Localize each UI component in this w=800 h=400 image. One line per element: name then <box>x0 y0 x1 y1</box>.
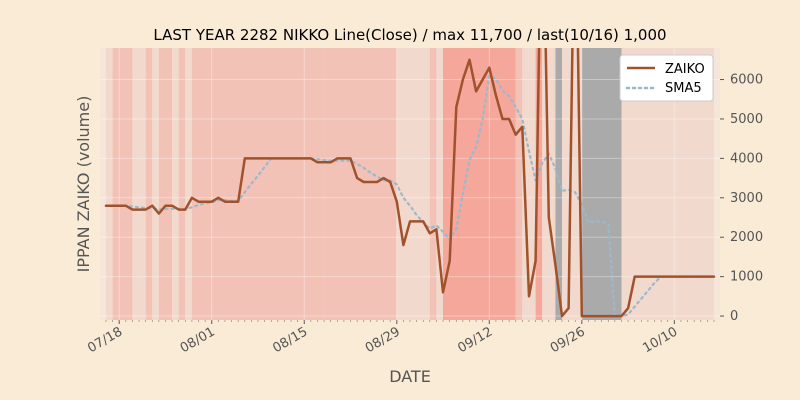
band-07-24 <box>158 48 173 320</box>
band-09-19 <box>535 48 543 320</box>
band-07-17 <box>112 48 133 320</box>
y-tick-label: 3000 <box>730 191 763 206</box>
chart-title: LAST YEAR 2282 NIKKO Line(Close) / max 1… <box>153 26 666 44</box>
y-axis-label: IPPAN ZAIKO (volume) <box>74 96 93 273</box>
band-09-04 <box>436 48 443 320</box>
zaiko-line <box>104 48 716 318</box>
y-tick-label: 5000 <box>730 112 763 127</box>
band-09-05 <box>443 48 516 320</box>
band-07-20 <box>132 48 146 320</box>
legend-label-sma5: SMA5 <box>665 81 702 96</box>
band-07-29 <box>191 48 325 320</box>
band-08-29 <box>396 48 430 320</box>
x-axis-label: DATE <box>389 367 431 386</box>
band-07-27 <box>178 48 186 320</box>
band-07-28 <box>185 48 192 320</box>
band-09-03 <box>429 48 437 320</box>
shaded-bands <box>106 48 714 320</box>
band-07-16 <box>106 48 113 320</box>
band-09-16 <box>515 48 523 320</box>
legend-box <box>619 54 714 102</box>
data-lines <box>104 48 716 318</box>
sma5-line <box>104 74 716 318</box>
band-09-26 <box>581 48 622 320</box>
y-tick-label: 1000 <box>730 270 763 285</box>
band-09-17 <box>522 48 536 320</box>
y-tick-label: 0 <box>730 309 738 324</box>
band-07-26 <box>172 48 179 320</box>
band-08-18 <box>324 48 397 320</box>
y-tick-label: 2000 <box>730 230 763 245</box>
legend-label-zaiko: ZAIKO <box>665 62 705 77</box>
band-07-22 <box>145 48 153 320</box>
band-09-22 <box>555 48 562 320</box>
legend: ZAIKO SMA5 <box>619 54 714 102</box>
y-tick-label: 4000 <box>730 151 763 166</box>
y-axis-ticks: 0 1000 2000 3000 4000 5000 6000 <box>720 73 763 324</box>
band-07-23 <box>152 48 159 320</box>
band-09-23 <box>562 48 582 320</box>
y-tick-label: 6000 <box>730 73 763 88</box>
